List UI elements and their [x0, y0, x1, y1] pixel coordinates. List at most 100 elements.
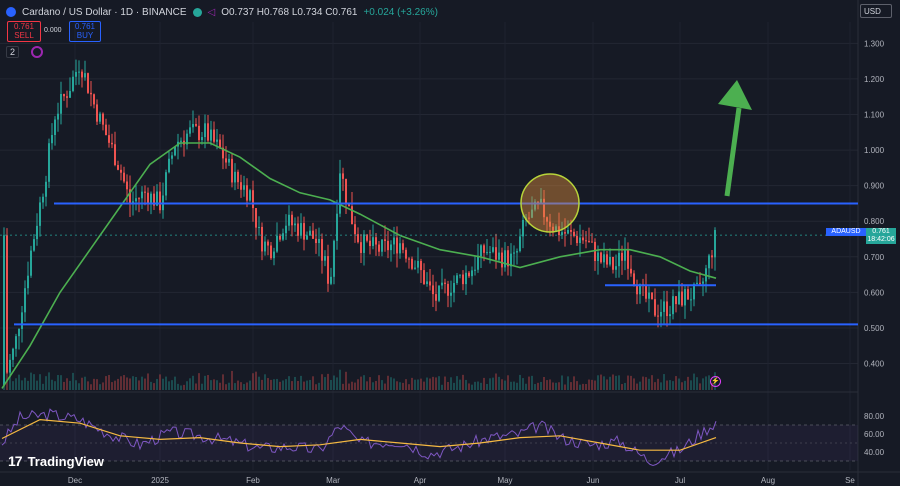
volume-bar: [540, 381, 542, 390]
volume-bar: [84, 376, 86, 390]
candle-body: [345, 178, 347, 204]
candle-body: [390, 244, 392, 251]
volume-bar: [399, 382, 401, 390]
indicator-icon[interactable]: ◁: [207, 6, 216, 18]
volume-bar: [606, 379, 608, 390]
candle-body: [549, 221, 551, 227]
volume-bar: [645, 377, 647, 390]
candle-body: [543, 198, 545, 218]
candle-body: [579, 237, 581, 244]
volume-bar: [276, 378, 278, 390]
candle-body: [72, 76, 74, 92]
candle-body: [696, 282, 698, 284]
y-tick-label: 0.800: [864, 217, 885, 226]
volume-bar: [477, 381, 479, 390]
y-tick-label: 0.400: [864, 360, 885, 369]
volume-bar: [558, 382, 560, 390]
volume-bar: [36, 380, 38, 390]
symbol-title[interactable]: Cardano / US Dollar · 1D · BINANCE: [22, 6, 187, 18]
candle-body: [363, 234, 365, 253]
candle-body: [516, 251, 518, 253]
volume-bar: [513, 381, 515, 390]
candle-body: [627, 250, 629, 269]
indicator-settings-icon[interactable]: [31, 46, 43, 58]
candle-body: [576, 235, 578, 244]
volume-bar: [372, 382, 374, 390]
flash-icon[interactable]: ⚡: [710, 376, 721, 387]
sell-button[interactable]: 0.761 SELL: [7, 21, 41, 42]
volume-bar: [219, 382, 221, 390]
candle-body: [621, 252, 623, 261]
volume-bar: [360, 376, 362, 390]
volume-bar: [144, 378, 146, 390]
candle-body: [501, 252, 503, 268]
volume-bar: [474, 381, 476, 390]
buy-button[interactable]: 0.761 BUY: [69, 21, 101, 42]
candle-body: [690, 299, 692, 301]
volume-bar: [408, 384, 410, 390]
volume-bar: [393, 378, 395, 390]
volume-bar: [246, 382, 248, 390]
volume-bar: [291, 381, 293, 390]
volume-bar: [666, 380, 668, 390]
candle-body: [258, 226, 260, 228]
volume-bar: [9, 375, 11, 390]
candle-body: [489, 251, 491, 253]
candle-body: [531, 209, 533, 218]
arrow-head: [718, 80, 752, 110]
candle-body: [174, 146, 176, 156]
moving-average-line: [1, 142, 717, 389]
volume-bar: [114, 380, 116, 390]
candle-body: [300, 223, 302, 236]
candle-body: [210, 129, 212, 141]
candle-body: [231, 158, 233, 183]
candle-body: [588, 240, 590, 242]
volume-bar: [177, 383, 179, 390]
volume-bar: [495, 373, 497, 390]
candle-body: [249, 190, 251, 201]
x-tick-label: Apr: [414, 476, 427, 485]
indicator-count-toggle[interactable]: 2: [6, 46, 20, 58]
candle-body: [570, 230, 572, 232]
candle-body: [651, 292, 653, 300]
candle-body: [45, 181, 47, 197]
volume-bar: [153, 383, 155, 390]
currency-selector[interactable]: USD: [860, 4, 892, 18]
candle-body: [396, 237, 398, 254]
candle-body: [333, 240, 335, 277]
volume-bar: [195, 383, 197, 390]
volume-bar: [594, 380, 596, 390]
candle-body: [645, 285, 647, 299]
volume-bar: [198, 373, 200, 390]
candle-body: [111, 142, 113, 145]
candle-body: [456, 275, 458, 284]
spread-value: 0.000: [44, 27, 62, 34]
candle-body: [138, 198, 140, 200]
volume-bar: [507, 375, 509, 390]
candle-body: [510, 253, 512, 267]
volume-bar: [42, 383, 44, 390]
candle-body: [582, 237, 584, 241]
x-tick-label: May: [497, 476, 512, 485]
volume-bar: [249, 380, 251, 390]
candle-body: [81, 71, 83, 78]
volume-bar: [690, 380, 692, 390]
candle-body: [54, 119, 56, 136]
candle-body: [291, 214, 293, 226]
candle-body: [666, 301, 668, 317]
candle-body: [438, 285, 440, 301]
volume-bar: [57, 375, 59, 390]
candle-body: [486, 252, 488, 254]
volume-bar: [342, 383, 344, 390]
candle-body: [228, 158, 230, 163]
candle-body: [12, 348, 14, 360]
candle-body: [156, 191, 158, 206]
volume-bar: [639, 381, 641, 390]
candle-body: [207, 123, 209, 141]
candle-body: [615, 266, 617, 270]
volume-bar: [576, 381, 578, 390]
candle-body: [612, 256, 614, 270]
rsi-tick-label: 60.00: [864, 430, 885, 439]
volume-bar: [225, 384, 227, 390]
